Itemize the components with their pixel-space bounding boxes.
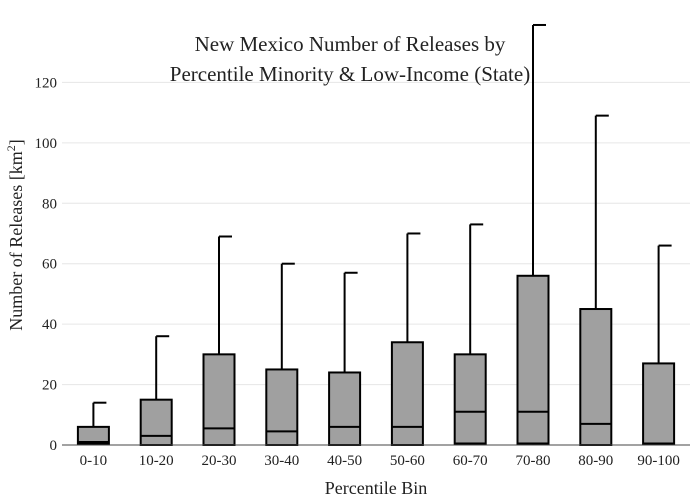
x-tick-label-90-100: 90-100 xyxy=(637,453,680,469)
y-tick-label-0: 0 xyxy=(50,438,58,454)
boxes-layer xyxy=(76,23,676,447)
y-axis-label-text: Number of Releases [km xyxy=(6,151,26,330)
x-tick-label-70-80: 70-80 xyxy=(516,453,551,469)
x-tick-label-60-70: 60-70 xyxy=(453,453,488,469)
y-axis-label: Number of Releases [km2] xyxy=(4,139,26,330)
y-tick-label-100: 100 xyxy=(35,136,58,152)
y-axis-label-superscript: 2 xyxy=(4,145,18,151)
iqr-box xyxy=(453,353,487,445)
x-tick-label-10-20: 10-20 xyxy=(139,453,174,469)
box-70-80 xyxy=(516,23,550,445)
chart-title-line-2: Percentile Minority & Low-Income (State) xyxy=(170,62,530,86)
box-90-100 xyxy=(642,244,676,446)
x-tick-label-30-40: 30-40 xyxy=(264,453,299,469)
iqr-box xyxy=(390,341,424,446)
iqr-box xyxy=(328,371,362,447)
box-0-10 xyxy=(76,401,110,445)
y-tick-label-80: 80 xyxy=(42,196,57,212)
x-tick-label-40-50: 40-50 xyxy=(327,453,362,469)
iqr-box xyxy=(579,308,613,446)
x-tick-label-50-60: 50-60 xyxy=(390,453,425,469)
iqr-box xyxy=(202,353,236,447)
y-tick-label-60: 60 xyxy=(42,257,57,273)
box-50-60 xyxy=(390,232,424,446)
iqr-box xyxy=(516,274,550,445)
y-tick-label-120: 120 xyxy=(35,75,58,91)
box-20-30 xyxy=(202,235,236,447)
x-tick-label-0-10: 0-10 xyxy=(80,453,108,469)
y-axis-label-close: ] xyxy=(6,139,26,145)
x-tick-label-80-90: 80-90 xyxy=(578,453,613,469)
y-tick-labels: 0 20 40 60 80 100 120 xyxy=(35,75,58,454)
chart-title-line-1: New Mexico Number of Releases by xyxy=(195,32,506,56)
y-tick-label-20: 20 xyxy=(42,378,57,394)
box-60-70 xyxy=(453,223,487,445)
box-40-50 xyxy=(328,271,362,447)
box-10-20 xyxy=(139,335,173,447)
iqr-box xyxy=(139,398,173,447)
box-30-40 xyxy=(265,262,299,446)
iqr-box xyxy=(265,368,299,446)
x-axis-label: Percentile Bin xyxy=(325,478,427,498)
x-tick-label-20-30: 20-30 xyxy=(202,453,237,469)
x-tick-labels: 0-10 10-20 20-30 30-40 40-50 50-60 60-70 70-80 8… xyxy=(80,453,680,469)
box-80-90 xyxy=(579,114,613,446)
iqr-box xyxy=(76,425,110,445)
y-tick-label-40: 40 xyxy=(42,317,57,333)
iqr-box xyxy=(642,362,676,446)
